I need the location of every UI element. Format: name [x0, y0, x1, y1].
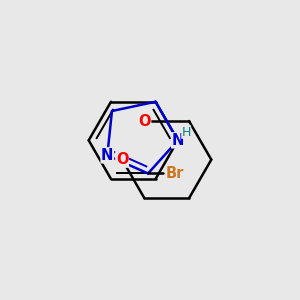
Text: N: N	[101, 148, 113, 163]
Text: H: H	[182, 125, 191, 139]
Text: O: O	[116, 152, 128, 167]
Text: O: O	[138, 113, 151, 128]
Text: N: N	[172, 133, 184, 148]
Text: Br: Br	[166, 166, 184, 181]
